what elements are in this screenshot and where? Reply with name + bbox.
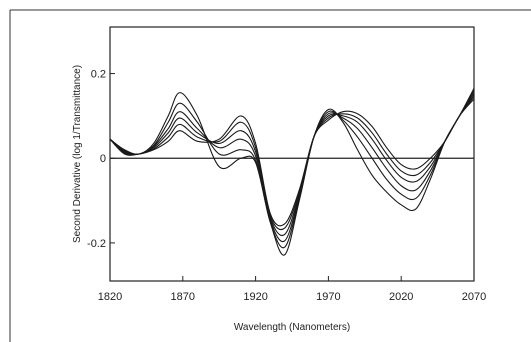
series-line-2 (109, 90, 475, 249)
series-line-3 (109, 92, 475, 243)
x-tick-label: 2070 (462, 291, 486, 303)
x-tick-label: 1970 (316, 291, 340, 303)
series-line-4 (109, 94, 475, 236)
x-axis-title: Wavelength (Nanometers) (234, 322, 350, 333)
x-tick-label: 2020 (389, 291, 413, 303)
x-axis-ticks: 1820 1870 1920 1970 2020 2070 (98, 276, 486, 303)
series-line-5 (109, 96, 475, 231)
y-tick-label: 0 (100, 153, 106, 165)
series-line-1 (109, 88, 475, 256)
x-tick-label: 1820 (98, 291, 122, 303)
y-axis-ticks: 0.2 0 -0.2 (87, 69, 115, 250)
x-tick-label: 1870 (171, 291, 195, 303)
y-tick-label: 0.2 (91, 69, 106, 81)
y-tick-label: -0.2 (87, 238, 106, 250)
series-group (109, 88, 475, 256)
plot-frame (109, 26, 475, 282)
y-axis-title: Second Derivative (log 1/Transmittance) (72, 65, 83, 243)
series-line-6 (109, 98, 475, 227)
x-tick-label: 1920 (243, 291, 267, 303)
